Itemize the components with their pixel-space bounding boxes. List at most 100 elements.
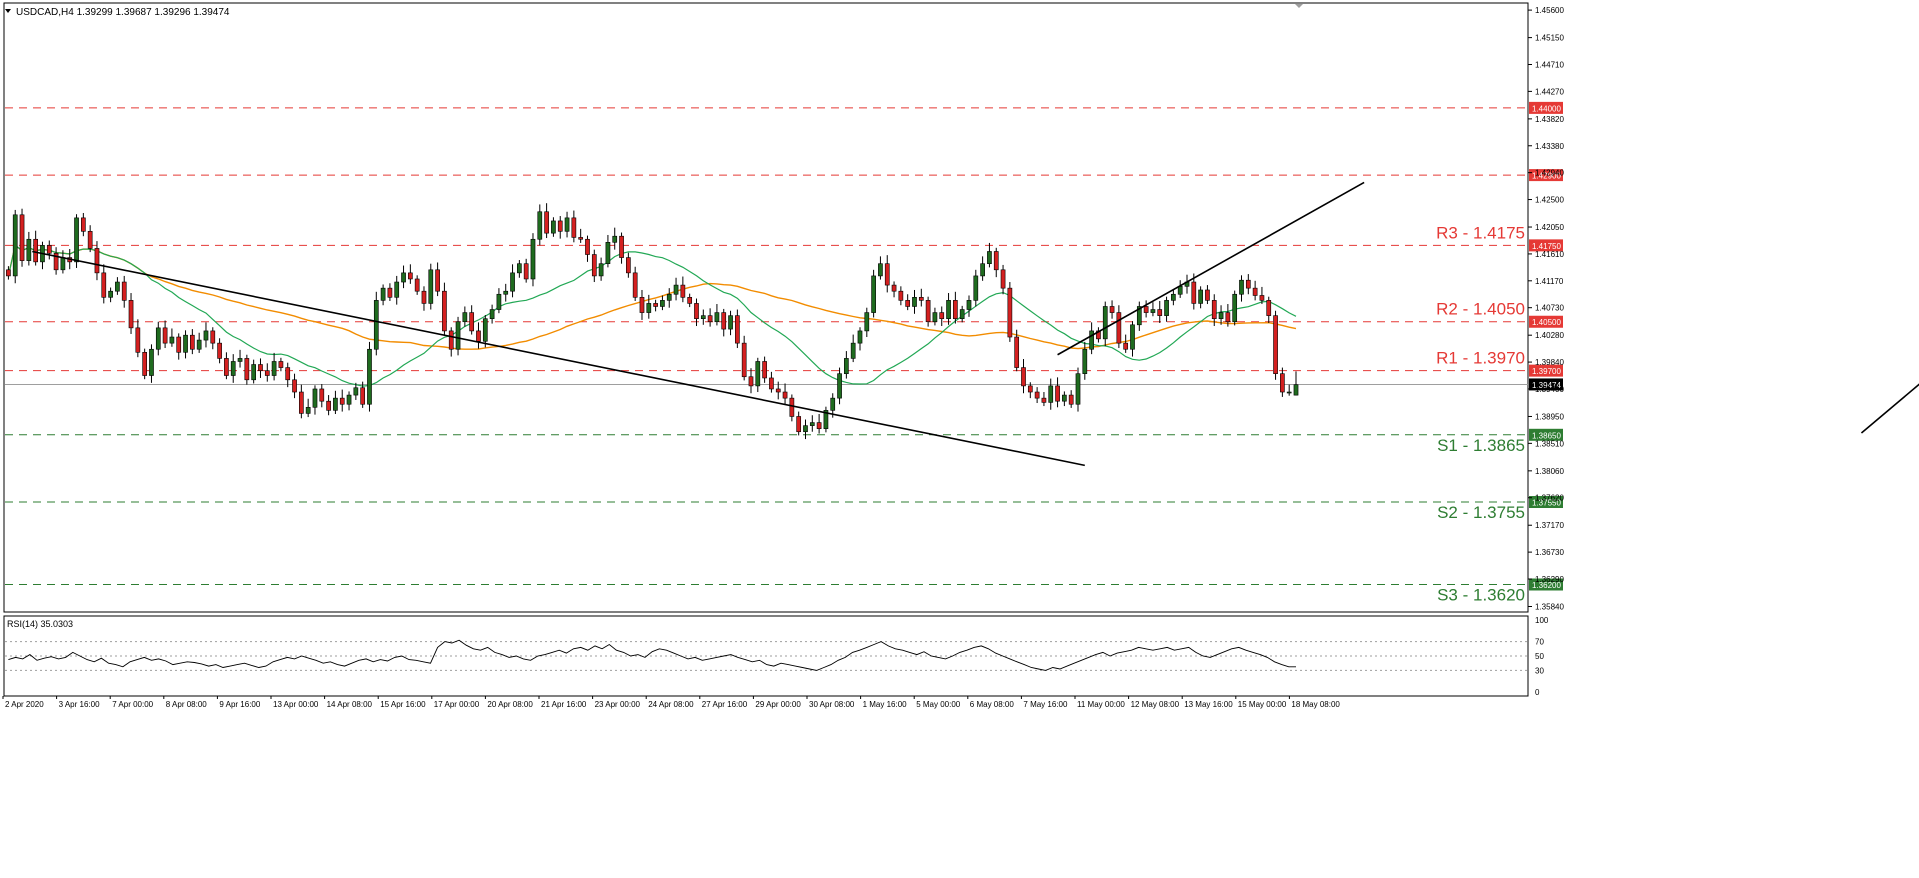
candle xyxy=(680,276,686,303)
candle xyxy=(162,320,168,349)
candle xyxy=(564,211,570,238)
candle xyxy=(898,286,904,306)
level-price-tag: 1.40500 xyxy=(1529,315,1563,328)
level-label: S3 - 1.3620 xyxy=(1437,586,1525,605)
candle xyxy=(1075,367,1081,412)
candle xyxy=(1259,286,1265,305)
x-tick-label: 23 Apr 00:00 xyxy=(595,700,641,709)
candle xyxy=(1116,305,1122,349)
candle xyxy=(1225,304,1231,327)
candle xyxy=(203,322,209,348)
price-axis: 1.44000 1.42900 1.41750 1.40500 1.39700 1.386… xyxy=(1528,6,1564,612)
y-tick-label: 1.41170 xyxy=(1535,277,1564,286)
candle xyxy=(837,367,842,405)
candle xyxy=(251,359,257,384)
candle xyxy=(1000,264,1006,295)
candle xyxy=(537,204,543,246)
candle xyxy=(510,264,515,298)
candle xyxy=(210,327,216,350)
y-tick-label: 1.38510 xyxy=(1535,439,1564,448)
candle xyxy=(1109,300,1115,319)
candle xyxy=(26,231,32,266)
candle xyxy=(959,305,965,323)
candle xyxy=(346,391,352,411)
candle xyxy=(1082,341,1088,380)
candle xyxy=(1089,322,1094,355)
candle xyxy=(605,234,611,268)
svg-text:1.38650: 1.38650 xyxy=(1532,431,1561,440)
level-label: S2 - 1.3755 xyxy=(1437,503,1525,522)
x-tick-label: 29 Apr 00:00 xyxy=(755,700,801,709)
candle xyxy=(489,304,495,324)
trendlines xyxy=(32,181,1919,467)
candle xyxy=(755,357,761,393)
candle xyxy=(639,289,645,320)
candle xyxy=(721,308,727,337)
candle xyxy=(912,289,917,314)
candle xyxy=(884,255,890,293)
candle xyxy=(530,233,536,287)
trendline[interactable] xyxy=(1860,261,1919,434)
candle xyxy=(142,348,148,380)
candle xyxy=(421,286,427,311)
svg-text:1.39700: 1.39700 xyxy=(1532,367,1561,376)
svg-text:1.39474: 1.39474 xyxy=(1532,381,1561,390)
y-tick-label: 1.36290 xyxy=(1535,575,1564,584)
level-labels: R3 - 1.4175 R2 - 1.4050 R1 - 1.3970 S1 - 1.… xyxy=(1436,223,1525,604)
rsi-tick-label: 50 xyxy=(1535,652,1544,661)
candle xyxy=(1041,392,1047,407)
moving-average-slow xyxy=(7,244,1297,350)
current-price-tag: 1.39474 xyxy=(1529,378,1563,391)
candle xyxy=(115,277,120,295)
candle xyxy=(455,316,461,356)
candle xyxy=(94,241,100,281)
candle xyxy=(844,351,849,379)
level-label: S1 - 1.3865 xyxy=(1437,436,1525,455)
trendline[interactable] xyxy=(32,250,1085,467)
candle xyxy=(1293,371,1299,396)
candle xyxy=(687,293,693,308)
x-tick-label: 2 Apr 2020 xyxy=(5,700,44,709)
candle xyxy=(19,208,25,267)
candle xyxy=(769,371,774,393)
candle xyxy=(598,257,604,281)
price-panel-frame xyxy=(3,2,1529,613)
candle xyxy=(1280,367,1285,397)
y-tick-label: 1.40280 xyxy=(1535,331,1564,340)
candle xyxy=(646,294,652,319)
candle xyxy=(803,419,808,440)
candle xyxy=(33,230,39,266)
triangle-down-icon[interactable] xyxy=(5,9,11,13)
candle xyxy=(217,338,222,364)
level-price-tag: 1.42900 xyxy=(1529,169,1563,182)
candle xyxy=(673,277,679,301)
candle xyxy=(121,275,127,308)
x-tick-label: 8 Apr 08:00 xyxy=(166,700,207,709)
candle xyxy=(1068,390,1074,408)
candle xyxy=(292,373,297,399)
candle xyxy=(1027,382,1033,399)
candle xyxy=(1218,305,1224,325)
x-tick-label: 17 Apr 00:00 xyxy=(434,700,480,709)
candle xyxy=(496,288,502,314)
trendline[interactable] xyxy=(1057,181,1365,356)
candle xyxy=(728,310,733,336)
candle xyxy=(108,287,113,303)
x-tick-label: 21 Apr 16:00 xyxy=(541,700,587,709)
candle xyxy=(1205,285,1210,305)
candle xyxy=(414,275,420,295)
candle xyxy=(857,327,863,351)
candle xyxy=(190,329,195,355)
x-tick-label: 15 Apr 16:00 xyxy=(380,700,426,709)
candle xyxy=(1014,329,1020,372)
rsi-line xyxy=(8,639,1296,671)
candle xyxy=(380,284,386,306)
candle xyxy=(135,319,141,358)
candle xyxy=(1286,384,1292,396)
x-tick-label: 20 Apr 08:00 xyxy=(487,700,533,709)
candle xyxy=(462,306,468,327)
y-tick-label: 1.42940 xyxy=(1535,169,1564,178)
candle xyxy=(1157,300,1163,323)
candle xyxy=(1150,302,1156,317)
